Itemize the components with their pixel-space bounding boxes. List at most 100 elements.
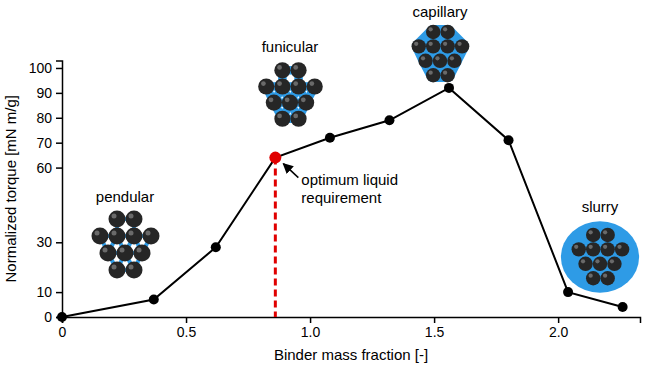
particle-highlight [443,42,447,46]
particle-highlight [429,42,433,46]
particle-highlight [421,56,425,60]
particle-highlight [112,214,117,219]
data-point [563,287,573,297]
tick-label: 10 [36,284,52,300]
particle-highlight [429,71,433,75]
particle-highlight [574,245,578,249]
x-axis: 00.51.01.52.0 [59,317,641,340]
tick: 100 [29,60,62,76]
region-label: funicular [262,38,319,55]
particle [109,262,126,279]
tick: 30 [36,234,62,250]
particle [440,39,454,53]
annotation-arrow [283,164,298,178]
data-point [384,115,394,125]
particle-highlight [129,214,134,219]
chart: 00.51.01.52.00103060708090100Binder mass… [0,0,659,376]
particle-highlight [146,231,151,236]
particle [92,228,109,245]
particle [600,228,614,242]
tick-mark [310,317,312,323]
tick-mark [434,317,436,323]
tick-mark [56,292,62,294]
tick-label: 1.5 [425,324,445,340]
particle [418,54,432,68]
illustration-slurry [561,221,639,292]
particle [266,95,282,111]
particle [143,228,160,245]
particle [274,78,290,94]
particle-highlight [269,97,274,102]
tick-label: 1.0 [301,324,321,340]
particle-highlight [581,259,585,263]
particle-highlight [443,71,447,75]
particle-highlight [443,27,447,31]
particle-highlight [603,274,607,278]
particle [440,68,454,82]
particle-highlight [103,248,108,253]
particle-highlight [603,245,607,249]
liquid [419,32,462,75]
particle [615,242,629,256]
tick-mark [56,118,62,120]
data-point [325,133,335,143]
tick: 70 [36,135,62,151]
illustration-capillary [412,25,470,83]
particle [282,95,298,111]
tick: 1.5 [425,317,445,340]
tick-mark [186,317,188,323]
tick-label: 80 [36,110,52,126]
data-point [444,83,454,93]
particle [586,271,600,285]
particle-highlight [261,81,266,86]
particle-highlight [112,265,117,270]
particle [307,78,323,94]
region-label: slurry [582,198,619,215]
particle-highlight [414,42,418,46]
axis-line [56,61,63,318]
particle [447,54,461,68]
particle [426,39,440,53]
tick-label: 100 [29,60,53,76]
particle [109,211,126,228]
particle [290,111,306,127]
data-point [504,135,514,145]
particle-highlight [589,245,593,249]
particle [109,228,126,245]
particle-highlight [610,259,614,263]
tick-label: 60 [36,160,52,176]
particle-highlight [293,81,298,86]
particle-highlight [309,81,314,86]
tick-label: 2.0 [549,324,569,340]
tick-mark [56,167,62,169]
particle-highlight [301,97,306,102]
tick: 80 [36,110,62,126]
particle [290,62,306,78]
particle [586,228,600,242]
particle-highlight [293,114,298,119]
particle-highlight [589,274,593,278]
particle [600,271,614,285]
particle [607,257,621,271]
particle-highlight [457,42,461,46]
data-point [211,242,221,252]
plot-area [57,83,628,322]
region-label: pendular [96,188,154,205]
particle [134,245,151,262]
particle [126,228,143,245]
tick-mark [558,317,560,323]
illustration-funicular [258,62,323,127]
particle-highlight [285,97,290,102]
particle-highlight [450,56,454,60]
tick-mark [56,242,62,244]
tick-label: 0.5 [177,324,197,340]
region-label: capillary [412,3,468,20]
tick: 10 [36,284,62,300]
particle-highlight [435,56,439,60]
particle [578,257,592,271]
particle-highlight [129,265,134,270]
tick-mark [56,93,62,95]
particle [274,62,290,78]
particle [426,68,440,82]
particle [426,25,440,39]
